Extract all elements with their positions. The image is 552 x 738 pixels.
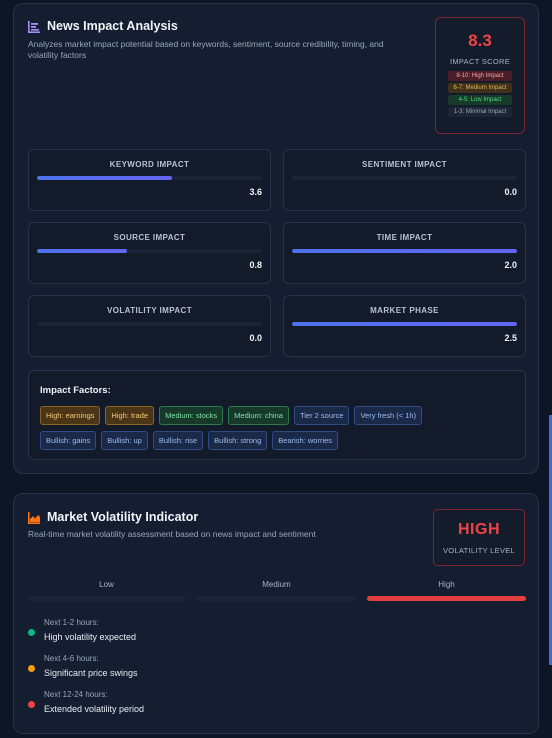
status-dot-icon (28, 629, 35, 636)
metric-sentiment-impact: SENTIMENT IMPACT 0.0 (283, 149, 526, 211)
impact-factors-title: Impact Factors: (40, 385, 111, 396)
factor-tag: Bullish: gains (40, 431, 97, 450)
metric-value: 0.0 (504, 187, 517, 197)
forecast-item-3: Next 12-24 hours: Extended volatility pe… (28, 690, 144, 714)
metric-value: 2.5 (504, 333, 517, 343)
impact-score-box: 8.3 IMPACT SCORE 8-10: High Impact 6-7: … (435, 17, 525, 134)
news-subtitle: Analyzes market impact potential based o… (28, 39, 384, 61)
segment-medium: Medium (197, 580, 356, 601)
metric-fill (292, 249, 517, 253)
metric-track (292, 322, 517, 326)
segment-bar (27, 596, 186, 601)
factor-tag: Medium: stocks (159, 406, 224, 425)
volatility-level-box: HIGH VOLATILITY LEVEL (433, 509, 525, 566)
metric-label: SENTIMENT IMPACT (362, 160, 447, 169)
metric-value: 3.6 (249, 187, 262, 197)
forecast-time: Next 1-2 hours: (44, 618, 99, 627)
news-subtitle-line-2: volatility factors (28, 50, 87, 60)
factor-tag: Very fresh (< 1h) (354, 406, 423, 425)
volatility-level-label: VOLATILITY LEVEL (442, 546, 516, 555)
impact-legend: 8-10: High Impact 6-7: Medium Impact 4-5… (436, 71, 524, 117)
bar-chart-icon (28, 20, 40, 33)
metric-volatility-impact: VOLATILITY IMPACT 0.0 (28, 295, 271, 357)
factor-tags-row-1: High: earnings High: trade Medium: stock… (40, 406, 423, 425)
legend-low: 4-5: Low Impact (448, 95, 512, 105)
factor-tag: Bullish: strong (208, 431, 268, 450)
forecast-desc: Significant price swings (44, 668, 138, 678)
metric-track (37, 322, 262, 326)
metric-value: 0.0 (249, 333, 262, 343)
scroll-indicator (549, 415, 552, 665)
segment-bar (197, 596, 356, 601)
factor-tag: Bullish: rise (152, 431, 204, 450)
forecast-time: Next 12-24 hours: (44, 690, 108, 699)
factor-tags-row-2: Bullish: gains Bullish: up Bullish: rise… (40, 431, 339, 450)
forecast-desc: High volatility expected (44, 632, 137, 642)
metric-market-phase: MARKET PHASE 2.5 (283, 295, 526, 357)
segment-high: High (367, 580, 526, 601)
forecast-item-1: Next 1-2 hours: High volatility expected (28, 618, 136, 642)
volatility-level-value: HIGH (458, 521, 500, 538)
metric-track (292, 249, 517, 253)
legend-high: 8-10: High Impact (448, 71, 512, 81)
metric-fill (292, 322, 517, 326)
segment-label: High (438, 580, 455, 589)
factor-tag: Bearish: worries (272, 431, 339, 450)
impact-factors-panel: Impact Factors: High: earnings High: tra… (28, 370, 526, 460)
forecast-item-2: Next 4-6 hours: Significant price swings (28, 654, 138, 678)
factor-tag: Tier 2 source (293, 406, 350, 425)
metric-label: MARKET PHASE (370, 306, 439, 315)
news-title-row: News Impact Analysis (28, 19, 178, 33)
metric-keyword-impact: KEYWORD IMPACT 3.6 (28, 149, 271, 211)
metric-label: VOLATILITY IMPACT (106, 306, 193, 315)
metric-track (292, 176, 517, 180)
volatility-card: Market Volatility Indicator Real-time ma… (13, 493, 539, 734)
segment-bar (367, 596, 526, 601)
legend-minimal: 1-3: Minimal Impact (448, 107, 512, 117)
metric-time-impact: TIME IMPACT 2.0 (283, 222, 526, 284)
segment-label: Low (99, 580, 114, 589)
metric-fill (37, 249, 127, 253)
news-impact-card: News Impact Analysis Analyzes market imp… (13, 3, 539, 474)
factor-tag: Medium: china (228, 406, 289, 425)
volatility-title: Market Volatility Indicator (47, 510, 199, 524)
forecast-desc: Extended volatility period (44, 704, 145, 714)
metric-track (37, 249, 262, 253)
metric-value: 2.0 (504, 260, 517, 270)
metric-track (37, 176, 262, 180)
metric-value: 0.8 (249, 260, 262, 270)
volatility-subtitle: Real-time market volatility assessment b… (28, 529, 316, 539)
metric-label: SOURCE IMPACT (113, 233, 186, 242)
forecast-time: Next 4-6 hours: (44, 654, 99, 663)
segment-low: Low (27, 580, 186, 601)
news-title: News Impact Analysis (47, 19, 178, 33)
metric-label: KEYWORD IMPACT (109, 160, 190, 169)
metric-source-impact: SOURCE IMPACT 0.8 (28, 222, 271, 284)
factor-tag: High: trade (105, 406, 155, 425)
area-chart-icon (28, 511, 40, 524)
news-subtitle-line-1: Analyzes market impact potential based o… (28, 39, 384, 49)
status-dot-icon (28, 701, 35, 708)
impact-score-value: 8.3 (468, 31, 492, 50)
metric-label: TIME IMPACT (376, 233, 433, 242)
volatility-title-row: Market Volatility Indicator (28, 510, 198, 524)
factor-tag: Bullish: up (101, 431, 148, 450)
segment-label: Medium (262, 580, 291, 589)
legend-medium: 6-7: Medium Impact (448, 83, 512, 93)
factor-tag: High: earnings (40, 406, 101, 425)
metric-fill (37, 176, 172, 180)
status-dot-icon (28, 665, 35, 672)
impact-score-label: IMPACT SCORE (450, 57, 510, 66)
